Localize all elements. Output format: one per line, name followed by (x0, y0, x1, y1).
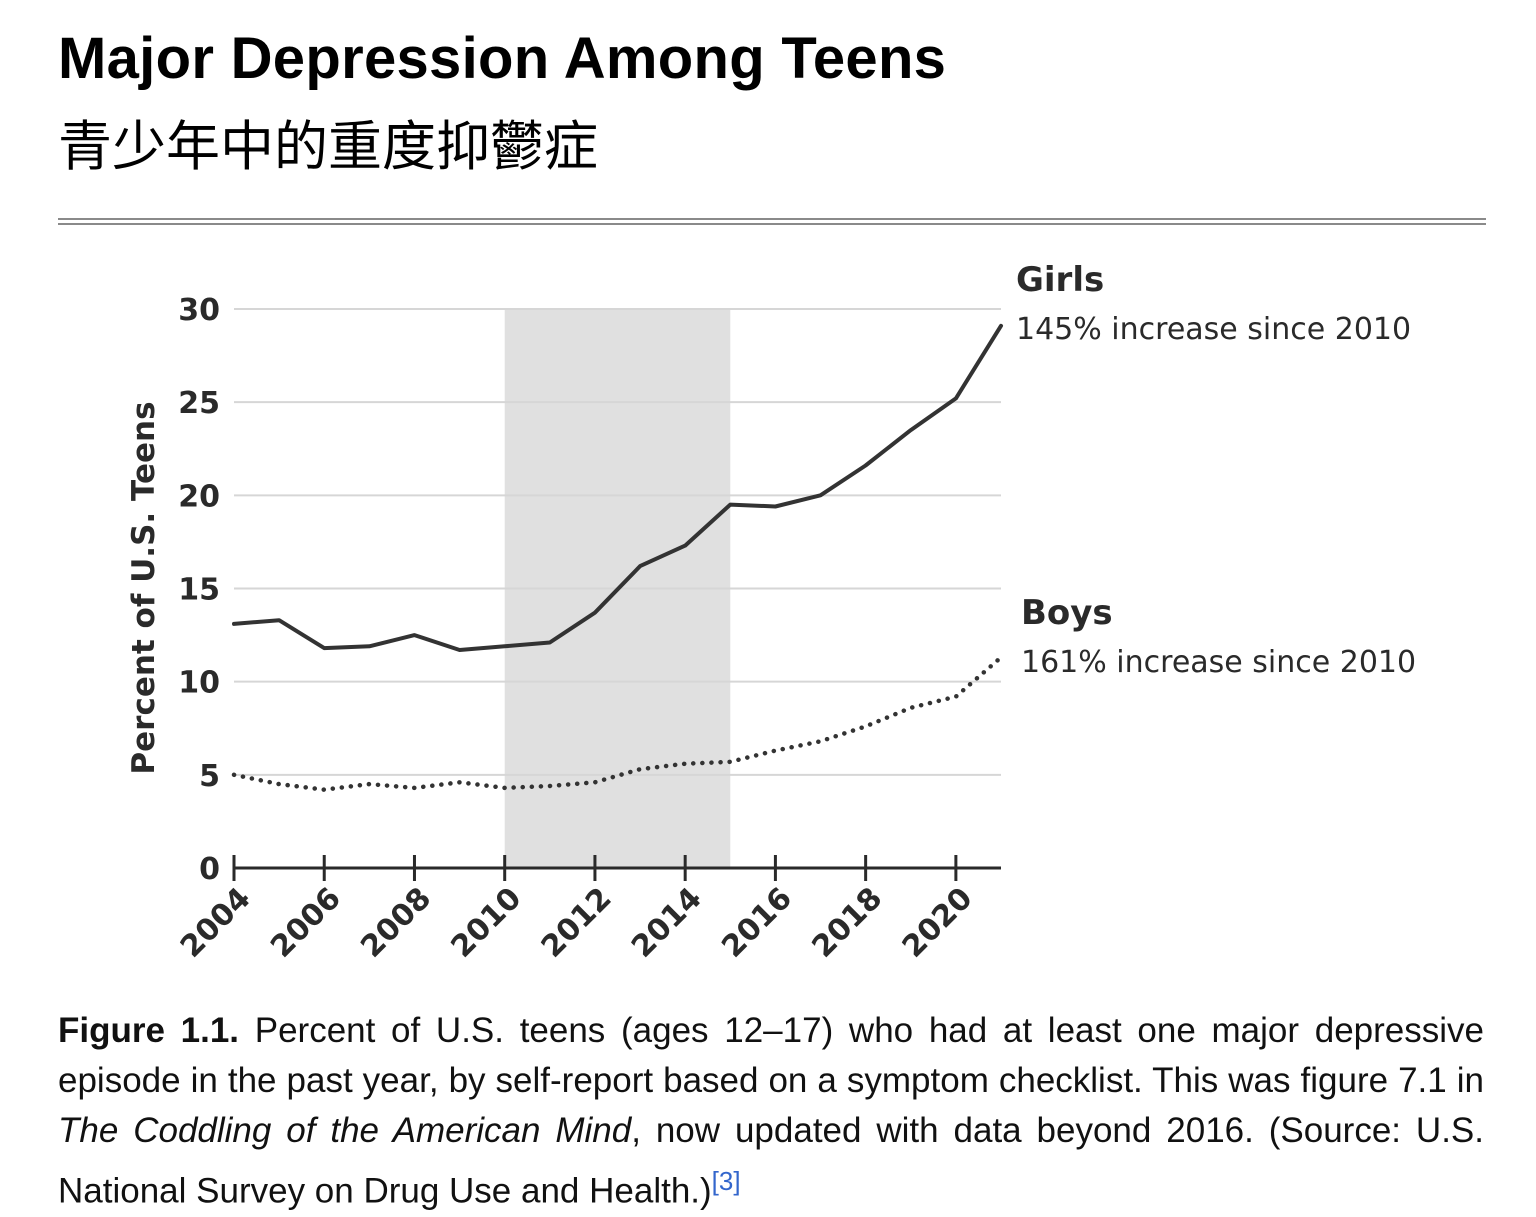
boys-series-note: 161% increase since 2010 (1021, 645, 1416, 680)
y-tick-label-5: 5 (199, 759, 220, 794)
figure-label: Figure 1.1. (58, 1011, 239, 1050)
x-tick-label-2010: 2010 (445, 881, 529, 965)
y-tick-label-10: 10 (178, 666, 220, 701)
x-tick-label-2006: 2006 (264, 881, 348, 965)
girls-series-note: 145% increase since 2010 (1016, 312, 1411, 347)
x-tick-label-2020: 2020 (896, 881, 980, 965)
y-tick-label-20: 20 (178, 479, 220, 514)
caption-book-title: The Coddling of the American Mind (58, 1111, 631, 1150)
x-tick-label-2014: 2014 (625, 881, 709, 965)
caption-text-part1: Percent of U.S. teens (ages 12–17) who h… (58, 1011, 1484, 1100)
citation-link[interactable]: [3] (712, 1166, 741, 1196)
y-tick-label-30: 30 (178, 293, 220, 328)
x-tick-label-2008: 2008 (354, 881, 438, 965)
x-tick-label-2004: 2004 (174, 881, 258, 965)
boys-series-label: Boys (1021, 593, 1113, 633)
x-tick-label-2012: 2012 (535, 881, 619, 965)
x-tick-label-2016: 2016 (715, 881, 799, 965)
figure-caption: Figure 1.1. Percent of U.S. teens (ages … (58, 1006, 1484, 1217)
y-axis-label: Percent of U.S. Teens (126, 401, 162, 774)
girls-series-label: Girls (1016, 260, 1104, 300)
y-tick-label-0: 0 (199, 852, 220, 887)
y-tick-label-15: 15 (178, 573, 220, 608)
x-tick-label-2018: 2018 (806, 881, 890, 965)
y-tick-label-25: 25 (178, 386, 220, 421)
